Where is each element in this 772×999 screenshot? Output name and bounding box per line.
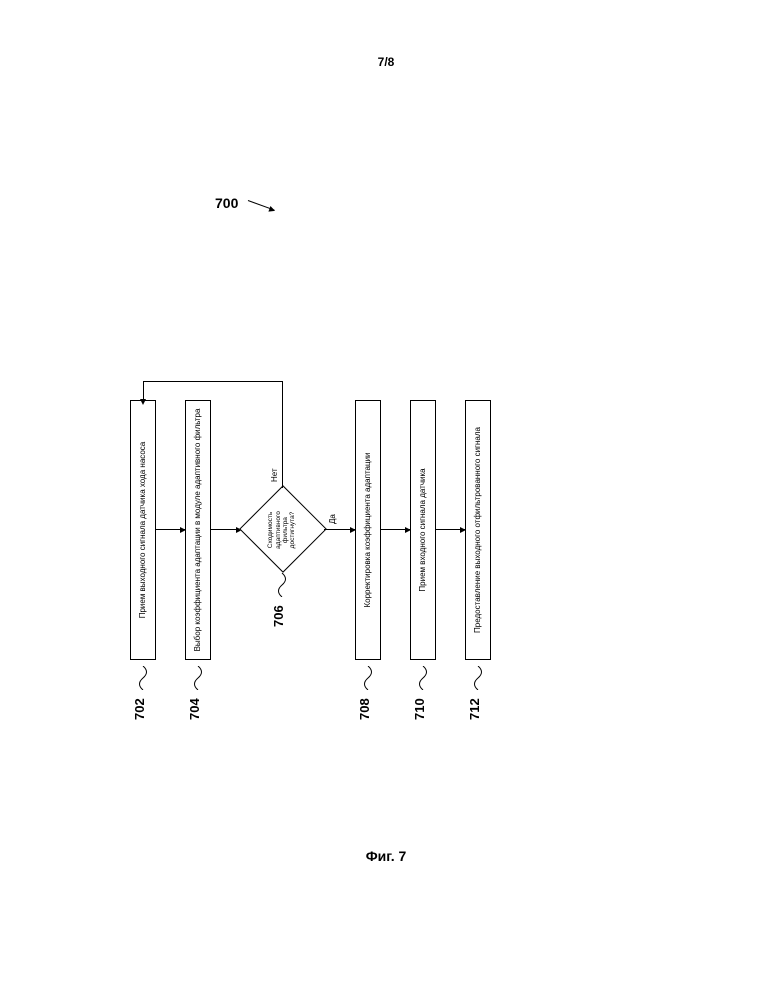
ref-squiggle-702 <box>138 666 148 690</box>
edge-yes-label: Да <box>328 514 337 524</box>
step-710-text: Прием входного сигнала датчика <box>418 468 428 591</box>
step-708-text: Корректировка коэффициента адаптации <box>363 452 373 607</box>
ref-712: 712 <box>467 698 482 720</box>
step-704-box: Выбор коэффициента адаптации в модуле ад… <box>185 400 211 660</box>
ref-squiggle-710 <box>418 666 428 690</box>
flowchart-700: Прием выходного сигнала датчика хода нас… <box>130 390 720 670</box>
page-number: 7/8 <box>0 55 772 69</box>
conn-no-h2 <box>143 381 144 400</box>
edge-no-label: Нет <box>270 468 279 482</box>
ref-squiggle-704 <box>193 666 203 690</box>
ref-704: 704 <box>187 698 202 720</box>
step-712-text: Предоставление выходного отфильтрованног… <box>473 427 483 633</box>
ref-708: 708 <box>357 698 372 720</box>
ref-706: 706 <box>271 605 286 627</box>
figure-label: Фиг. 7 <box>0 848 772 864</box>
diagram-ref-number: 700 <box>215 195 238 211</box>
step-712-box: Предоставление выходного отфильтрованног… <box>465 400 491 660</box>
step-710-box: Прием входного сигнала датчика <box>410 400 436 660</box>
ref-squiggle-712 <box>473 666 483 690</box>
step-708-box: Корректировка коэффициента адаптации <box>355 400 381 660</box>
ref-arrow <box>248 200 275 211</box>
step-704-text: Выбор коэффициента адаптации в модуле ад… <box>193 409 203 652</box>
conn-no-h1 <box>282 381 283 488</box>
ref-710: 710 <box>412 698 427 720</box>
arrow-no-into-702 <box>140 399 146 405</box>
step-702-text: Прием выходного сигнала датчика хода нас… <box>138 442 148 619</box>
ref-702: 702 <box>132 698 147 720</box>
ref-squiggle-708 <box>363 666 373 690</box>
conn-no-v <box>143 381 283 382</box>
decision-706: Сходимость адаптивного фильтра достигнут… <box>240 488 324 572</box>
ref-squiggle-706 <box>277 573 287 597</box>
decision-706-text: Сходимость адаптивного фильтра достигнут… <box>240 488 324 572</box>
step-702-box: Прием выходного сигнала датчика хода нас… <box>130 400 156 660</box>
